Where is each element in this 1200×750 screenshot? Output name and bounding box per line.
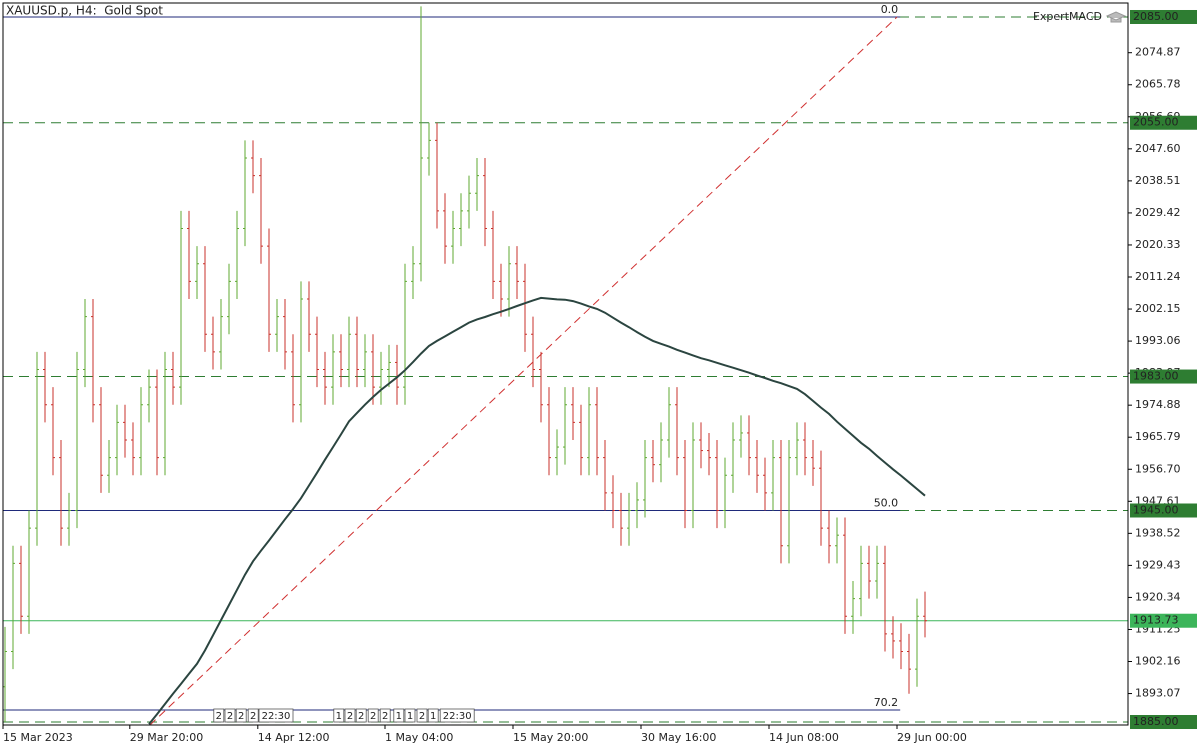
- plot-layer: [3, 6, 1128, 726]
- event-box: [367, 708, 379, 723]
- level-label: 1885.00: [1133, 715, 1179, 728]
- event-label: 1: [430, 711, 436, 722]
- x-tick-label: 14 Apr 12:00: [258, 731, 330, 744]
- event-box: [213, 708, 225, 723]
- level-label: 1983.00: [1133, 370, 1179, 383]
- x-tick-label: 29 Jun 00:00: [897, 731, 967, 744]
- fib-label: 50.0: [874, 497, 899, 510]
- event-label: 2: [358, 711, 364, 722]
- event-label: 22:30: [262, 711, 291, 722]
- y-tick-label: 2038.51: [1135, 174, 1181, 187]
- y-tick-label: 1956.70: [1135, 462, 1181, 475]
- event-box: [416, 708, 428, 723]
- y-tick-label: 1993.06: [1135, 334, 1181, 347]
- y-tick-label: 2002.15: [1135, 302, 1181, 315]
- event-box: [404, 708, 416, 723]
- event-box: [235, 708, 247, 723]
- level-box: [1130, 715, 1197, 730]
- x-tick-label: 15 Mar 2023: [3, 731, 73, 744]
- trend-line: [149, 16, 898, 726]
- event-label: 2: [250, 711, 256, 722]
- moving-average: [148, 296, 926, 725]
- y-tick-label: 2065.78: [1135, 78, 1181, 91]
- x-tick-label: 15 May 20:00: [513, 731, 588, 744]
- fib-label: 0.0: [881, 3, 899, 16]
- event-label: 2: [347, 711, 353, 722]
- y-tick-label: 2020.33: [1135, 238, 1181, 251]
- level-box: [1130, 613, 1197, 628]
- event-box: [439, 708, 475, 723]
- y-tick-label: 1974.88: [1135, 398, 1181, 411]
- event-box: [224, 708, 236, 723]
- fib-label: 70.2: [874, 696, 899, 709]
- indicator-label: ExpertMACD: [1033, 10, 1102, 23]
- y-tick-label: 1920.34: [1135, 590, 1181, 603]
- y-tick-label: 2011.24: [1135, 270, 1181, 283]
- event-box: [247, 708, 259, 723]
- event-label: 1: [336, 711, 342, 722]
- x-tick-label: 14 Jun 08:00: [769, 731, 839, 744]
- event-box: [393, 708, 405, 723]
- indicator-icon: [1105, 11, 1127, 23]
- event-label: 22:30: [443, 711, 472, 722]
- event-label: 2: [227, 711, 233, 722]
- event-label: 2: [370, 711, 376, 722]
- level-box: [1130, 503, 1197, 518]
- event-label: 2: [216, 711, 222, 722]
- level-label: 1945.00: [1133, 504, 1179, 517]
- plot-frame: [2, 2, 1129, 726]
- level-label: 2055.00: [1133, 116, 1179, 129]
- level-label: 2085.00: [1133, 10, 1179, 23]
- event-label: 2: [238, 711, 244, 722]
- y-tick-label: 2074.87: [1135, 46, 1181, 59]
- event-box: [427, 708, 439, 723]
- y-tick-label: 1902.16: [1135, 655, 1181, 668]
- level-box: [1130, 9, 1197, 24]
- level-box: [1130, 369, 1197, 384]
- level-box: [1130, 115, 1197, 130]
- event-box: [333, 708, 345, 723]
- y-tick-label: 1965.79: [1135, 430, 1181, 443]
- chart-title: XAUUSD.p, H4: Gold Spot: [6, 4, 163, 18]
- event-label: 2: [382, 711, 388, 722]
- y-tick-label: 1929.43: [1135, 558, 1181, 571]
- x-tick-label: 29 Mar 20:00: [130, 731, 203, 744]
- y-tick-label: 2047.60: [1135, 142, 1181, 155]
- event-label: 2: [419, 711, 425, 722]
- y-tick-label: 1893.07: [1135, 687, 1181, 700]
- y-tick-label: 1938.52: [1135, 526, 1181, 539]
- event-box: [379, 708, 391, 723]
- event-label: 1: [407, 711, 413, 722]
- event-box: [344, 708, 356, 723]
- y-tick-label: 2029.42: [1135, 206, 1181, 219]
- event-box: [258, 708, 294, 723]
- x-tick-label: 30 May 16:00: [641, 731, 716, 744]
- level-label: 1913.73: [1133, 614, 1179, 627]
- event-label: 1: [396, 711, 402, 722]
- event-box: [355, 708, 367, 723]
- x-tick-label: 1 May 04:00: [385, 731, 453, 744]
